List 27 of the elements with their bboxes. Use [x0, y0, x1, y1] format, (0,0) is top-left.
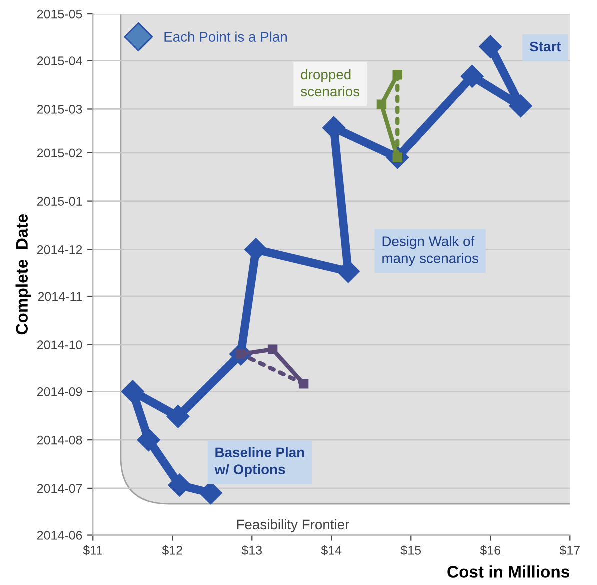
annotation: Feasibility Frontier	[237, 519, 350, 532]
y-tick-label: 2015-04	[37, 56, 82, 66]
x-tick-label: $11	[83, 545, 102, 556]
annotation: Design Walk of many scenarios	[382, 236, 478, 266]
y-tick-label: 2015-02	[37, 148, 82, 158]
y-tick-label: 2014-08	[37, 436, 82, 445]
y-tick-label: 2014-09	[37, 388, 82, 396]
y-tick-label: 2014-12	[37, 245, 82, 254]
y-tick-label: 2015-03	[37, 105, 82, 114]
x-tick-label: $16	[480, 545, 501, 556]
annotation: Baseline Plan w/ Options	[214, 447, 304, 478]
x-tick-label: $15	[400, 545, 422, 556]
annotation: Start	[530, 42, 562, 52]
y-tick-label: 2014-06	[37, 531, 82, 540]
x-tick-label: $13	[242, 545, 262, 556]
y-tick-label: 2014-10	[37, 340, 82, 350]
y-tick-label: 2014-11	[38, 292, 82, 302]
x-tick-label: $14	[321, 545, 342, 556]
annotation: dropped scenarios	[301, 69, 360, 97]
x-axis-title: Cost in Millions	[448, 566, 570, 578]
y-tick-label: 2015-05	[37, 10, 82, 19]
legend-label: Each Point is a Plan	[164, 32, 287, 42]
y-tick-label: 2015-01	[37, 197, 82, 206]
y-axis-title: Complete Date	[16, 214, 32, 335]
x-tick-label: $17	[560, 545, 580, 556]
x-tick-label: $12	[162, 545, 182, 556]
y-tick-label: 2014-07	[37, 484, 82, 494]
